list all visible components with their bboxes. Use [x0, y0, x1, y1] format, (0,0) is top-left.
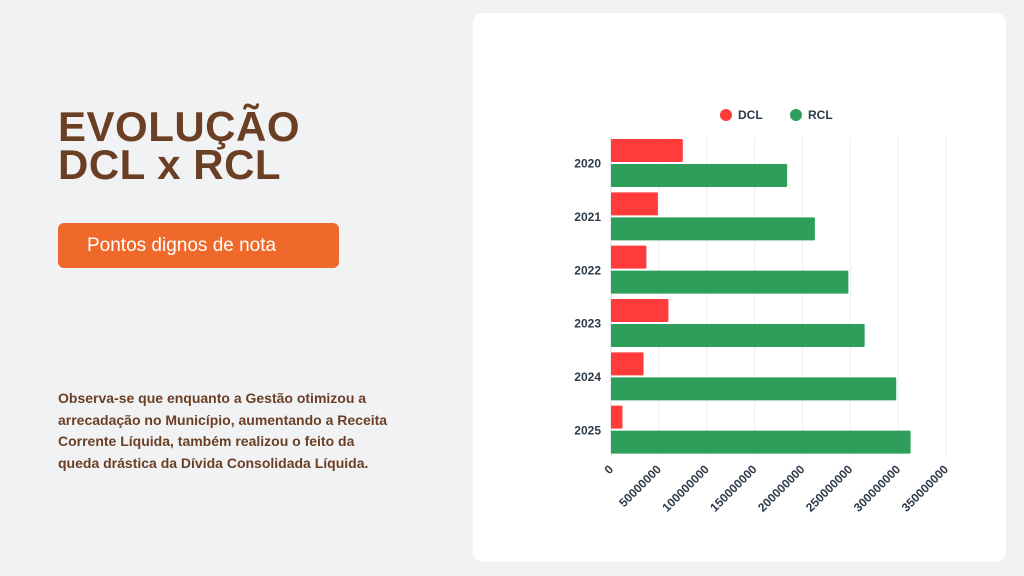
- legend-label-dcl: DCL: [738, 108, 763, 122]
- bar-rcl-2024: [611, 377, 897, 401]
- bar-dcl-2022: [611, 245, 647, 269]
- category-label: 2022: [574, 263, 601, 277]
- bar-dcl-2020: [611, 139, 683, 162]
- bar-rcl-2021: [611, 217, 815, 241]
- category-label: 2023: [574, 317, 601, 331]
- category-label: 2020: [574, 157, 601, 171]
- x-tick-label: 0: [601, 462, 616, 477]
- notes-button[interactable]: Pontos dignos de nota: [58, 223, 339, 268]
- bar-rcl-2025: [611, 430, 911, 454]
- category-label: 2025: [574, 423, 601, 437]
- bar-chart: 2020 2021 2022 2023 2024 2025 0 500000001000000…: [574, 108, 952, 515]
- legend-marker-rcl: [790, 109, 802, 121]
- bar-rcl-2023: [611, 324, 865, 347]
- category-label: 2021: [574, 210, 601, 224]
- bar-dcl-2023: [611, 299, 669, 322]
- legend-label-rcl: RCL: [808, 108, 833, 122]
- page-title: EVOLUÇÃO DCL x RCL: [58, 103, 301, 188]
- description-text: Observa-se que enquanto a Gestão otimizo…: [58, 390, 388, 471]
- x-tick-label: 200000000: [755, 462, 808, 515]
- bar-dcl-2025: [611, 405, 623, 429]
- x-tick-label: 300000000: [851, 462, 904, 515]
- x-tick-label: 150000000: [707, 462, 760, 515]
- bar-dcl-2021: [611, 192, 658, 216]
- bar-rcl-2022: [611, 270, 849, 294]
- x-tick-label: 350000000: [899, 462, 952, 515]
- legend-marker-dcl: [720, 109, 732, 121]
- x-tick-label: 100000000: [659, 462, 712, 515]
- x-tick-label: 250000000: [803, 462, 856, 515]
- title-line-1: EVOLUÇÃO: [58, 103, 301, 150]
- title-line-2: DCL x RCL: [58, 141, 282, 188]
- bar-dcl-2024: [611, 352, 644, 376]
- bar-rcl-2020: [611, 164, 788, 187]
- chart-card: 2020 2021 2022 2023 2024 2025 0 50000000 1000000…: [473, 13, 1006, 562]
- x-tick-label: 50000000: [616, 462, 664, 510]
- category-label: 2024: [574, 370, 601, 384]
